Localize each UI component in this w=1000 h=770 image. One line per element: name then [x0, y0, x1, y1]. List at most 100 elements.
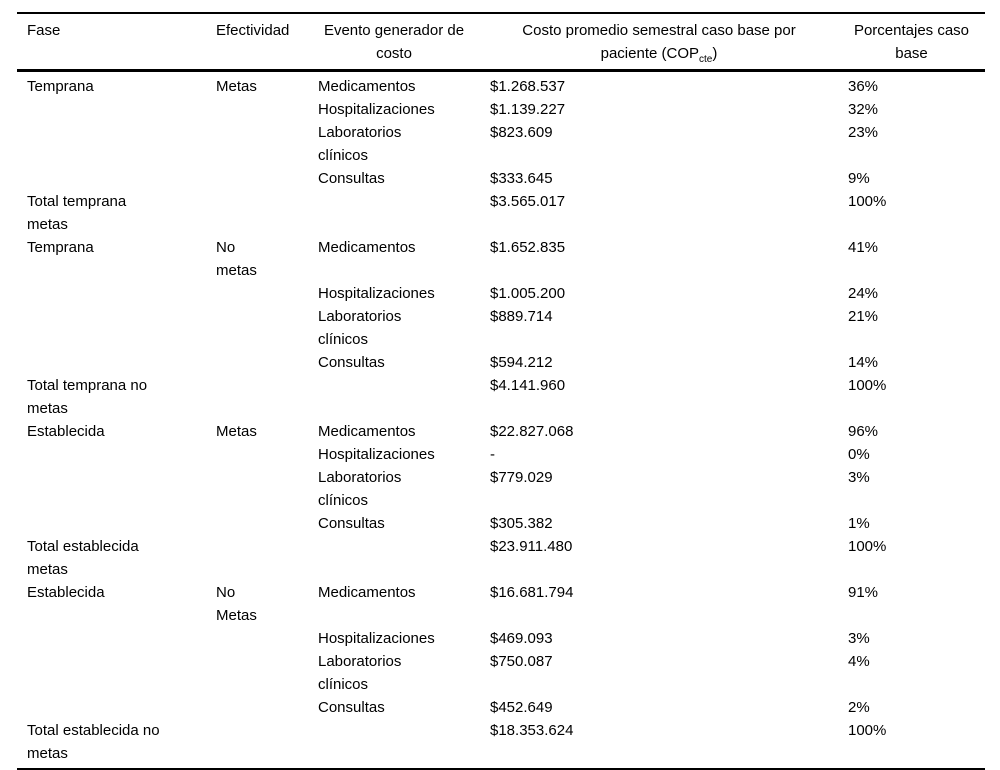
cell-costo: $750.087 — [490, 653, 553, 670]
costo-header-line2-text: paciente (COP — [600, 45, 700, 62]
table-row: Temprana No metas Medicamentos $1.652.83… — [17, 236, 985, 282]
cell-efectividad — [206, 512, 308, 535]
cell-costo: $23.911.480 — [490, 538, 573, 555]
column-header-porcentajes: Porcentajes caso base — [838, 13, 985, 72]
cell-efectividad — [206, 190, 308, 236]
column-header-fase: Fase — [17, 13, 206, 72]
cell-costo: $452.649 — [490, 699, 553, 716]
table-row-total: Total establecida no metas $18.353.624 1… — [17, 719, 985, 769]
cell-efectividad — [206, 627, 308, 650]
cell-porcentaje: 2% — [848, 699, 870, 716]
cell-porcentaje: 100% — [848, 722, 887, 739]
cell-evento — [308, 535, 480, 581]
cell-porcentaje: 100% — [848, 193, 887, 210]
cell-efectividad — [206, 167, 308, 190]
cell-costo: $594.212 — [490, 354, 553, 371]
cell-fase — [17, 696, 206, 719]
table-row: Consultas $594.212 14% — [17, 351, 985, 374]
table-row: Establecida Metas Medicamentos $22.827.0… — [17, 420, 985, 443]
cell-evento: Consultas — [318, 699, 385, 716]
cell-porcentaje: 24% — [848, 285, 879, 302]
table-row: Hospitalizaciones $1.005.200 24% — [17, 282, 985, 305]
cell-porcentaje: 1% — [848, 515, 870, 532]
table-row-total: Total establecida metas $23.911.480 100% — [17, 535, 985, 581]
cell-fase — [17, 443, 206, 466]
costo-header-line2: paciente (COPcte) — [480, 42, 838, 65]
cell-evento: Hospitalizaciones — [318, 101, 435, 118]
cell-efectividad — [206, 719, 308, 769]
cell-porcentaje: 3% — [848, 630, 870, 647]
cell-evento: Consultas — [318, 170, 385, 187]
column-header-evento: Evento generador de costo — [308, 13, 480, 72]
table-row: Temprana Metas Medicamentos $1.268.537 3… — [17, 71, 985, 99]
cell-costo: $1.652.835 — [490, 239, 566, 256]
costo-header-close-paren: ) — [712, 45, 718, 62]
cell-costo: $333.645 — [490, 170, 553, 187]
cell-evento: Medicamentos — [318, 584, 416, 601]
cell-efectividad: Metas — [216, 78, 257, 95]
cell-efectividad — [206, 374, 308, 420]
cell-efectividad: No metas — [216, 239, 257, 279]
cell-efectividad: Metas — [216, 423, 257, 440]
table-row: Consultas $305.382 1% — [17, 512, 985, 535]
table-row: Consultas $333.645 9% — [17, 167, 985, 190]
table-row: Laboratorios clínicos $889.714 21% — [17, 305, 985, 351]
cell-porcentaje: 3% — [848, 469, 870, 486]
cell-evento: Medicamentos — [318, 78, 416, 95]
cell-evento: Medicamentos — [318, 423, 416, 440]
cell-porcentaje: 41% — [848, 239, 879, 256]
cell-porcentaje: 9% — [848, 170, 870, 187]
cell-porcentaje: 100% — [848, 538, 887, 555]
table-row: Laboratorios clínicos $823.609 23% — [17, 121, 985, 167]
cell-fase — [17, 282, 206, 305]
cell-fase: Total temprana metas — [27, 193, 127, 233]
cell-porcentaje: 23% — [848, 124, 879, 141]
cell-costo: $4.141.960 — [490, 377, 566, 394]
cell-costo: $22.827.068 — [490, 423, 574, 440]
costo-header-subscript: cte — [699, 54, 713, 65]
cell-efectividad — [206, 443, 308, 466]
cell-fase — [17, 351, 206, 374]
cell-efectividad — [206, 466, 308, 512]
column-header-costo: Costo promedio semestral caso base por pa… — [480, 13, 838, 72]
cell-costo: $823.609 — [490, 124, 553, 141]
cell-evento — [308, 190, 480, 236]
table-row: Laboratorios clínicos $750.087 4% — [17, 650, 985, 696]
cell-fase: Establecida — [27, 584, 105, 601]
table-row-total: Total temprana no metas $4.141.960 100% — [17, 374, 985, 420]
cell-costo: $779.029 — [490, 469, 553, 486]
cell-evento — [308, 719, 480, 769]
cost-table-container: Fase Efectividad Evento generador de cos… — [17, 12, 985, 770]
cell-fase: Total temprana no metas — [27, 377, 148, 417]
cell-fase: Total establecida metas — [27, 538, 139, 578]
table-row: Laboratorios clínicos $779.029 3% — [17, 466, 985, 512]
cell-efectividad: No Metas — [216, 584, 257, 624]
table-row: Hospitalizaciones $469.093 3% — [17, 627, 985, 650]
cell-efectividad — [206, 351, 308, 374]
cell-porcentaje: 0% — [848, 446, 870, 463]
cell-fase: Temprana — [27, 78, 94, 95]
cell-fase — [17, 512, 206, 535]
cell-porcentaje: 4% — [848, 653, 870, 670]
cell-efectividad — [206, 696, 308, 719]
cell-evento: Hospitalizaciones — [318, 630, 435, 647]
cell-porcentaje: 36% — [848, 78, 879, 95]
cell-efectividad — [206, 535, 308, 581]
table-row: Establecida No Metas Medicamentos $16.68… — [17, 581, 985, 627]
table-row: Hospitalizaciones $1.139.227 32% — [17, 98, 985, 121]
cell-costo: $889.714 — [490, 308, 553, 325]
cell-porcentaje: 21% — [848, 308, 879, 325]
cell-evento: Laboratorios clínicos — [318, 308, 402, 348]
table-row-total: Total temprana metas $3.565.017 100% — [17, 190, 985, 236]
cell-porcentaje: 91% — [848, 584, 879, 601]
cell-costo: $1.005.200 — [490, 285, 566, 302]
cell-porcentaje: 96% — [848, 423, 879, 440]
cell-evento — [308, 374, 480, 420]
cell-costo: $1.139.227 — [490, 101, 566, 118]
cell-costo: $18.353.624 — [490, 722, 574, 739]
cell-fase — [17, 167, 206, 190]
cell-fase — [17, 627, 206, 650]
cell-costo: $16.681.794 — [490, 584, 574, 601]
table-row: Hospitalizaciones - 0% — [17, 443, 985, 466]
cell-costo: $1.268.537 — [490, 78, 566, 95]
